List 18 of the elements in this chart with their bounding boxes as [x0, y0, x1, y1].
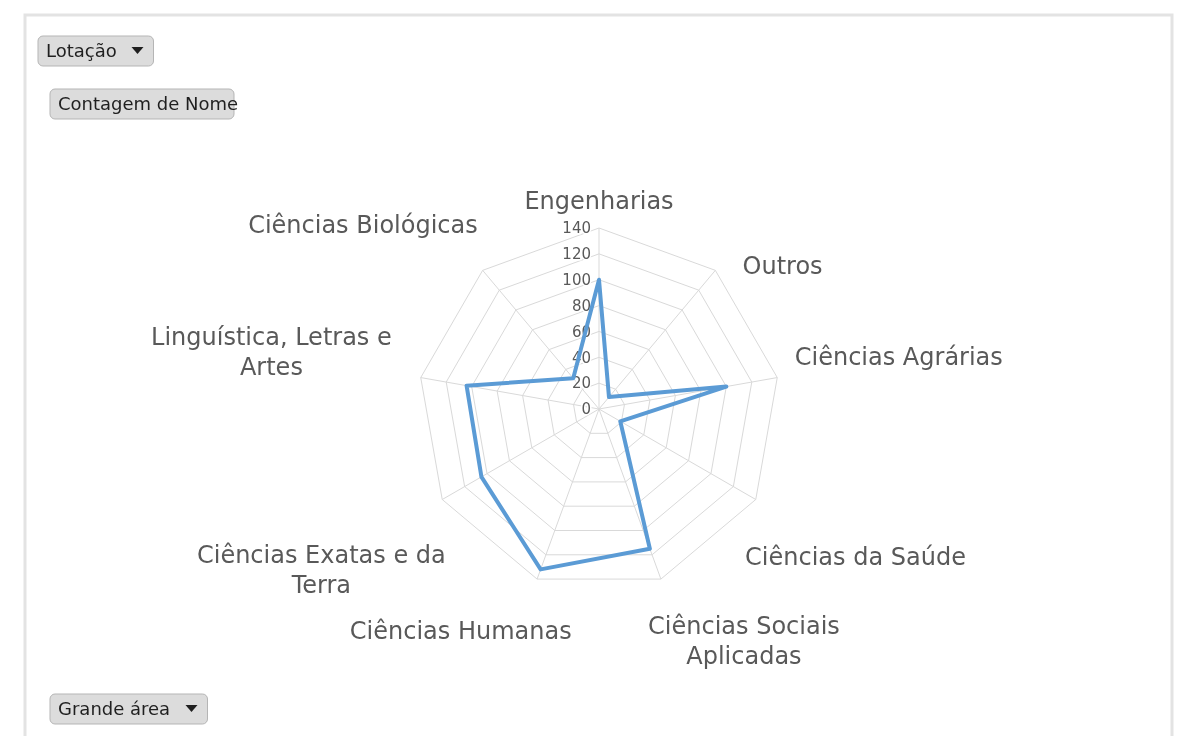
text: Contagem de Nome	[58, 93, 239, 115]
y-tick-label: 120	[562, 245, 591, 264]
spoke-label: Linguística, Letras e Artes	[151, 322, 392, 381]
spoke-label: Outros	[742, 251, 823, 280]
text: Grande área	[58, 698, 171, 720]
spoke-label: Ciências da Saúde	[745, 543, 966, 572]
spoke-label: Ciências Exatas e da Terra	[196, 540, 446, 599]
y-tick-label: 20	[571, 374, 591, 393]
text: Lotação	[46, 40, 117, 62]
y-tick-label: 80	[571, 296, 591, 315]
spoke-label: Ciências Humanas	[349, 616, 572, 645]
y-tick-label: 100	[562, 270, 591, 289]
spoke-label: Ciências Sociais Aplicadas	[648, 612, 840, 671]
spoke-label: Ciências Biológicas	[248, 210, 478, 239]
spoke-label: Ciências Agrárias	[794, 342, 1003, 371]
y-tick-label: 0	[581, 400, 591, 419]
spoke-label: Engenharias	[524, 187, 674, 216]
y-tick-label: 140	[562, 219, 591, 238]
